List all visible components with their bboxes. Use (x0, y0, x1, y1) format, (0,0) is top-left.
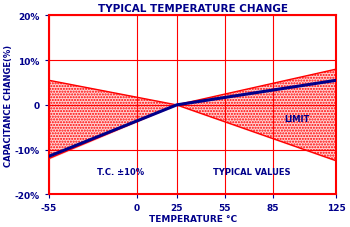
Y-axis label: CAPACITANCE CHANGE(%): CAPACITANCE CHANGE(%) (4, 45, 13, 166)
X-axis label: TEMPERATURE °C: TEMPERATURE °C (148, 214, 237, 223)
Title: TYPICAL TEMPERATURE CHANGE: TYPICAL TEMPERATURE CHANGE (98, 4, 288, 14)
Text: LIMIT: LIMIT (284, 114, 309, 123)
Text: T.C. ±10%: T.C. ±10% (97, 168, 144, 176)
Text: TYPICAL VALUES: TYPICAL VALUES (213, 168, 290, 176)
